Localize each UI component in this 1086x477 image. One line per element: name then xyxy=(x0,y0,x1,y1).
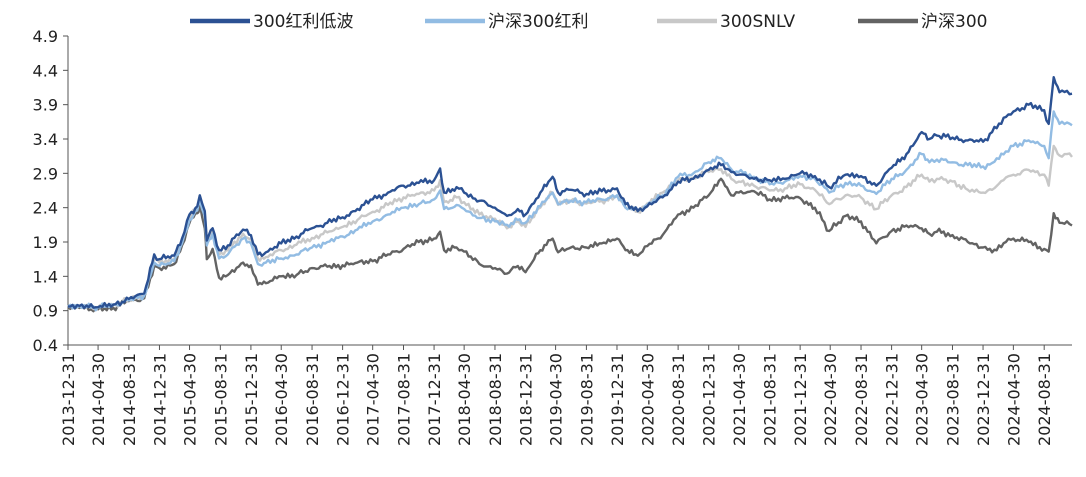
y-tick-label: 0.4 xyxy=(33,336,58,355)
y-tick-label: 4.4 xyxy=(33,61,58,80)
x-tick-label: 2020-04-30 xyxy=(638,353,657,446)
x-tick-label: 2019-12-31 xyxy=(608,353,627,446)
legend-label: 沪深300 xyxy=(921,12,987,32)
y-tick-label: 3.9 xyxy=(33,96,58,115)
y-tick-label: 2.9 xyxy=(33,164,58,183)
y-tick-label: 4.9 xyxy=(33,27,58,46)
x-tick-label: 2016-08-31 xyxy=(303,353,322,446)
y-tick-label: 3.4 xyxy=(33,130,58,149)
x-tick-label: 2015-08-31 xyxy=(211,353,230,446)
x-tick-label: 2015-12-31 xyxy=(242,353,261,446)
x-tick-label: 2020-12-31 xyxy=(700,353,719,446)
legend: 300红利低波 沪深300红利 300SNLV 沪深300 xyxy=(190,12,987,32)
x-tick-label: 2022-08-31 xyxy=(852,353,871,446)
x-tick-label: 2019-04-30 xyxy=(547,353,566,446)
x-tick-label: 2017-12-31 xyxy=(425,353,444,446)
x-tick-label: 2023-12-31 xyxy=(974,353,993,446)
x-tick-label: 2014-08-31 xyxy=(120,353,139,446)
x-tick-label: 2024-08-31 xyxy=(1035,353,1054,446)
x-tick-label: 2015-04-30 xyxy=(181,353,200,446)
x-tick-label: 2018-08-31 xyxy=(486,353,505,446)
x-tick-label: 2021-12-31 xyxy=(791,353,810,446)
x-tick-label: 2020-08-31 xyxy=(669,353,688,446)
x-tick-label: 2018-12-31 xyxy=(517,353,536,446)
x-tick-label: 2017-08-31 xyxy=(395,353,414,446)
x-tick-label: 2023-08-31 xyxy=(943,353,962,446)
x-tick-label: 2022-12-31 xyxy=(883,353,902,446)
plot-area xyxy=(67,76,1073,313)
x-tick-label: 2018-04-30 xyxy=(455,353,474,446)
legend-label: 300红利低波 xyxy=(253,12,353,32)
series-line-3 xyxy=(67,177,1073,313)
y-tick-label: 1.9 xyxy=(33,233,58,252)
x-tick-label: 2016-04-30 xyxy=(272,353,291,446)
series-line-1 xyxy=(67,110,1073,312)
x-tick-label: 2017-04-30 xyxy=(364,353,383,446)
x-axis: 2013-12-31 2014-04-30 2014-08-31 2014-12-31… xyxy=(59,344,1072,446)
x-tick-label: 2022-04-30 xyxy=(821,353,840,446)
x-tick-label: 2014-12-31 xyxy=(150,353,169,446)
series-line-0 xyxy=(67,76,1073,310)
y-tick-label: 2.4 xyxy=(33,199,58,218)
y-tick-label: 0.9 xyxy=(33,302,58,321)
x-tick-label: 2014-04-30 xyxy=(89,353,108,446)
legend-label: 300SNLV xyxy=(720,12,796,32)
x-tick-label: 2021-04-30 xyxy=(730,353,749,446)
y-axis: 0.4 0.9 1.4 1.9 2.4 2.9 3.4 3.9 4.4 4.9 xyxy=(33,27,69,355)
x-tick-label: 2016-12-31 xyxy=(334,353,353,446)
x-tick-label: 2021-08-31 xyxy=(761,353,780,446)
legend-label: 沪深300红利 xyxy=(488,12,588,32)
x-tick-label: 2013-12-31 xyxy=(59,353,78,446)
x-tick-label: 2023-04-30 xyxy=(913,353,932,446)
y-tick-label: 1.4 xyxy=(33,267,58,286)
x-tick-label: 2019-08-31 xyxy=(577,353,596,446)
x-tick-label: 2024-04-30 xyxy=(1004,353,1023,446)
